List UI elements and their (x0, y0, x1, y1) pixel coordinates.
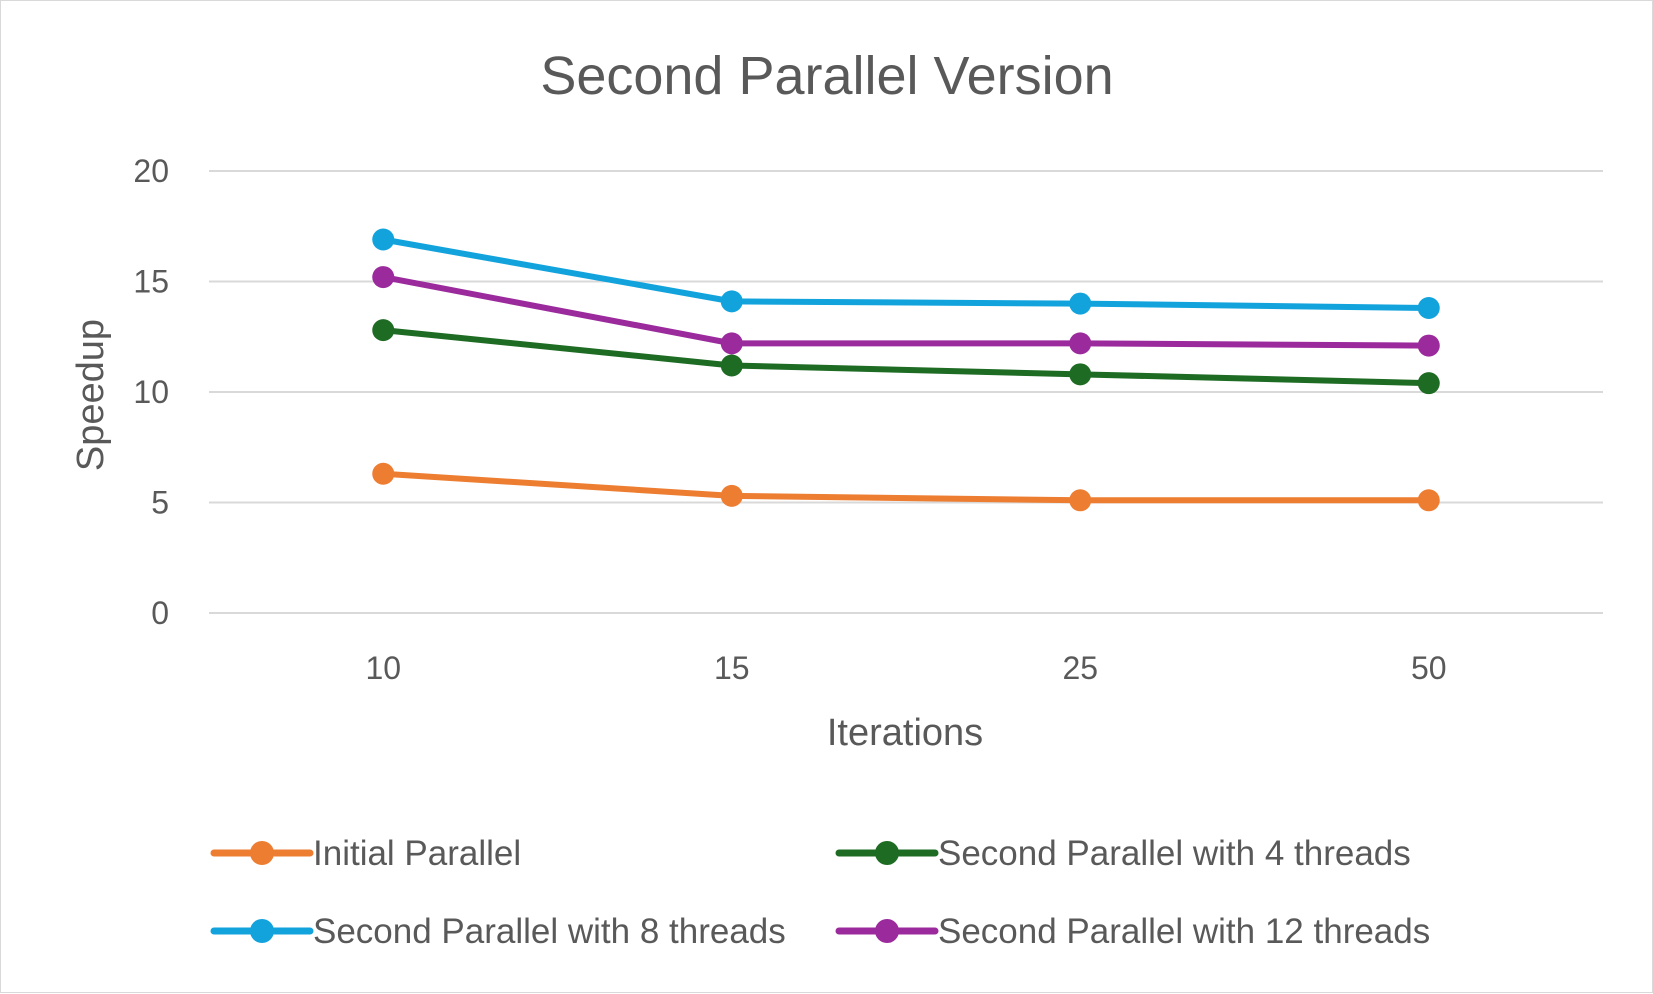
legend-marker (250, 919, 274, 943)
legend-label: Second Parallel with 8 threads (313, 912, 786, 951)
x-axis-ticks: 10 15 25 50 (365, 650, 1446, 686)
data-point (720, 484, 743, 507)
series-3 (372, 228, 1440, 320)
data-point (720, 290, 743, 313)
data-point (1069, 489, 1092, 512)
legend-item: Second Parallel with 8 threads (210, 912, 786, 951)
data-point (1417, 372, 1440, 395)
legend-label: Second Parallel with 12 threads (938, 912, 1430, 951)
chart-title: Second Parallel Version (540, 46, 1113, 106)
data-point (720, 354, 743, 377)
y-axis-ticks: 0 5 10 15 20 (133, 153, 169, 631)
x-axis-title: Iterations (827, 712, 983, 754)
legend-marker (250, 841, 274, 865)
data-point (1069, 332, 1092, 355)
data-point (1417, 297, 1440, 320)
y-tick-label: 20 (133, 153, 169, 189)
series-layer (372, 228, 1440, 512)
gridlines (209, 170, 1603, 614)
series-2 (372, 319, 1440, 395)
series-line (380, 274, 1432, 349)
y-tick-label: 15 (133, 264, 169, 300)
x-tick-label: 25 (1062, 650, 1098, 686)
data-point (720, 332, 743, 355)
x-tick-label: 10 (365, 650, 401, 686)
data-point (372, 462, 395, 485)
y-tick-label: 0 (151, 595, 169, 631)
legend-item: Second Parallel with 12 threads (835, 912, 1430, 951)
legend-label: Initial Parallel (313, 834, 521, 873)
data-point (1417, 334, 1440, 357)
legend: Initial Parallel Second Parallel with 4 t… (210, 834, 1430, 951)
data-point (1069, 292, 1092, 315)
legend-item: Initial Parallel (210, 834, 521, 873)
legend-marker (875, 919, 899, 943)
y-axis-title: Speedup (70, 319, 112, 471)
data-point (372, 228, 395, 251)
y-tick-label: 10 (133, 374, 169, 410)
series-line (380, 470, 1432, 504)
legend-marker (875, 841, 899, 865)
legend-item: Second Parallel with 4 threads (835, 834, 1411, 873)
series-1 (372, 462, 1440, 512)
y-tick-label: 5 (151, 485, 169, 521)
series-line (380, 236, 1432, 312)
legend-label: Second Parallel with 4 threads (938, 834, 1411, 873)
data-point (372, 319, 395, 342)
x-tick-label: 15 (714, 650, 750, 686)
x-tick-label: 50 (1411, 650, 1447, 686)
series-4 (372, 266, 1440, 357)
data-point (1069, 363, 1092, 386)
series-line (380, 327, 1432, 387)
data-point (372, 266, 395, 289)
data-point (1417, 489, 1440, 512)
